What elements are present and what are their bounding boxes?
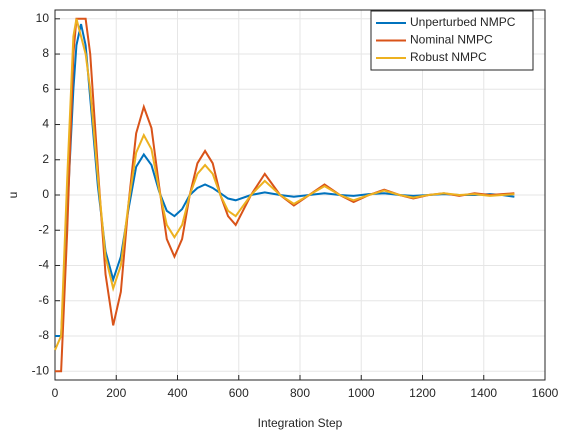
y-tick-label: -2 (38, 222, 49, 236)
x-tick-label: 800 (290, 386, 310, 400)
y-tick-label: -8 (38, 328, 49, 342)
y-tick-label: 8 (42, 46, 49, 60)
y-tick-label: -10 (32, 363, 50, 377)
x-tick-label: 600 (229, 386, 249, 400)
x-tick-label: 1400 (470, 386, 497, 400)
y-tick-label: -4 (38, 258, 49, 272)
y-tick-label: 0 (42, 187, 49, 201)
x-tick-label: 200 (106, 386, 126, 400)
legend-label: Unperturbed NMPC (410, 15, 516, 29)
y-tick-label: 6 (42, 81, 49, 95)
y-tick-label: 10 (36, 11, 50, 25)
legend-label: Nominal NMPC (410, 33, 493, 47)
x-axis-label: Integration Step (258, 416, 343, 430)
x-tick-label: 1200 (409, 386, 436, 400)
x-tick-label: 1600 (532, 386, 559, 400)
series-line (54, 18, 515, 351)
y-axis-label: u (6, 192, 20, 199)
series-line (55, 23, 515, 337)
x-tick-label: 0 (52, 386, 59, 400)
y-tick-label: -6 (38, 293, 49, 307)
y-tick-label: 2 (42, 152, 49, 166)
plot-frame (54, 9, 546, 381)
x-tick-label: 400 (167, 386, 187, 400)
legend: Unperturbed NMPC Nominal NMPC Robust NMPC (370, 10, 534, 71)
y-tick-label: 4 (42, 117, 49, 131)
x-tick-label: 1000 (348, 386, 375, 400)
legend-label: Robust NMPC (410, 50, 487, 64)
